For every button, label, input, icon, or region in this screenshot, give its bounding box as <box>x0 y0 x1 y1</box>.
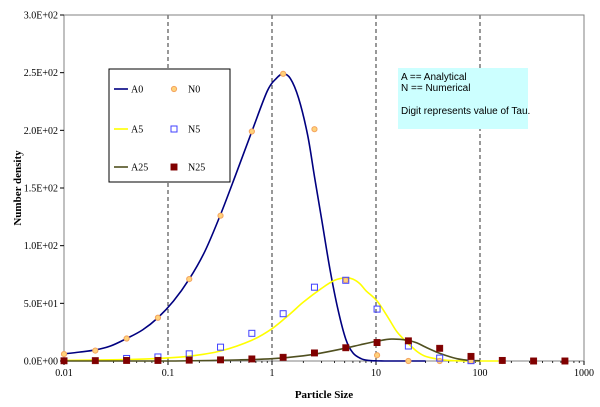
legend: A0 N0 A5 N5 A25 N25 <box>108 68 231 183</box>
data-point-n5 <box>342 276 350 284</box>
data-point-n25 <box>217 356 224 364</box>
data-point-n5 <box>217 343 225 351</box>
data-point-n25 <box>60 357 68 365</box>
data-point-n25 <box>154 356 162 364</box>
data-point-n25 <box>404 337 412 345</box>
data-point-n5 <box>373 305 381 313</box>
data-point-n25 <box>498 356 506 364</box>
data-point-n0 <box>92 347 99 354</box>
x-tick-label: 0.1 <box>162 368 175 379</box>
legend-box <box>108 68 231 183</box>
y-tick-label: 2.0E+02 <box>24 126 58 137</box>
legend-label-n5: N5 <box>188 125 200 136</box>
y-axis: 0.0E+00 5.0E+01 1.0E+02 1.5E+02 2.0E+02 2.5E+… <box>24 11 64 368</box>
legend-label-a25: A25 <box>131 163 148 174</box>
data-point-n25 <box>373 339 381 346</box>
legend-label-n0: N0 <box>188 85 200 96</box>
legend-label-a0: A0 <box>131 85 143 96</box>
series-markers-n5 <box>123 276 475 365</box>
data-point-n0 <box>373 352 381 359</box>
y-tick-label: 2.5E+02 <box>24 68 58 79</box>
x-axis: 0.01 0.1 1 10 100 1000 <box>55 361 594 379</box>
series-markers-n25 <box>60 337 569 365</box>
data-point-n0 <box>123 335 130 342</box>
x-axis-title: Particle Size <box>295 389 353 401</box>
plot-area <box>63 14 585 362</box>
data-point-n25 <box>561 357 569 365</box>
series-layer <box>60 70 569 365</box>
data-point-n5 <box>310 283 318 291</box>
data-point-n5 <box>248 329 256 337</box>
data-point-n0 <box>186 276 193 283</box>
data-point-n0 <box>311 126 318 133</box>
data-point-n25 <box>91 357 99 365</box>
legend-swatch-n0 <box>170 85 178 93</box>
x-tick-label: 1 <box>270 368 275 379</box>
legend-label-n25: N25 <box>188 163 205 174</box>
x-tick-label: 10 <box>371 368 381 379</box>
data-point-n25 <box>311 349 318 357</box>
y-axis-title: Number density <box>12 150 24 226</box>
legend-swatch-n5 <box>170 125 178 133</box>
y-tick-label: 3.0E+02 <box>24 11 58 22</box>
data-point-n25 <box>185 356 193 364</box>
data-point-n25 <box>123 356 131 364</box>
series-line-a25 <box>64 338 481 362</box>
x-tick-label: 0.01 <box>55 368 73 379</box>
data-point-n25 <box>436 344 444 352</box>
annotation-line-1: A == Analytical <box>401 72 467 83</box>
y-tick-label: 1.0E+02 <box>24 241 58 252</box>
y-tick-label: 0.0E+00 <box>24 357 58 368</box>
data-point-n25 <box>530 357 538 365</box>
series-line-a0 <box>63 73 426 362</box>
data-point-n5 <box>279 310 287 318</box>
x-tick-label: 1000 <box>574 368 594 379</box>
grid-lines <box>167 15 481 361</box>
data-point-n25 <box>467 352 475 360</box>
data-point-n5 <box>436 354 444 362</box>
legend-swatch-n25 <box>170 163 178 171</box>
series-line-a5 <box>63 277 499 362</box>
data-point-n25 <box>279 353 287 361</box>
data-point-n0 <box>405 357 412 365</box>
data-point-n0 <box>60 350 68 358</box>
legend-label-a5: A5 <box>131 125 143 136</box>
annotation-box: A == Analytical N == Numerical Digit rep… <box>398 68 531 129</box>
data-point-n0 <box>217 212 224 219</box>
data-point-n0 <box>248 128 255 135</box>
y-tick-label: 5.0E+01 <box>24 299 58 310</box>
data-point-n25 <box>342 344 350 352</box>
data-point-n0 <box>280 70 287 77</box>
y-tick-label: 1.5E+02 <box>24 184 58 195</box>
annotation-line-2: N == Numerical <box>401 83 471 94</box>
x-tick-label: 100 <box>473 368 488 379</box>
data-point-n25 <box>248 355 256 363</box>
data-point-n0 <box>342 277 349 284</box>
data-point-n0 <box>154 314 162 321</box>
annotation-line-3: Digit represents value of Tau. <box>401 106 531 117</box>
